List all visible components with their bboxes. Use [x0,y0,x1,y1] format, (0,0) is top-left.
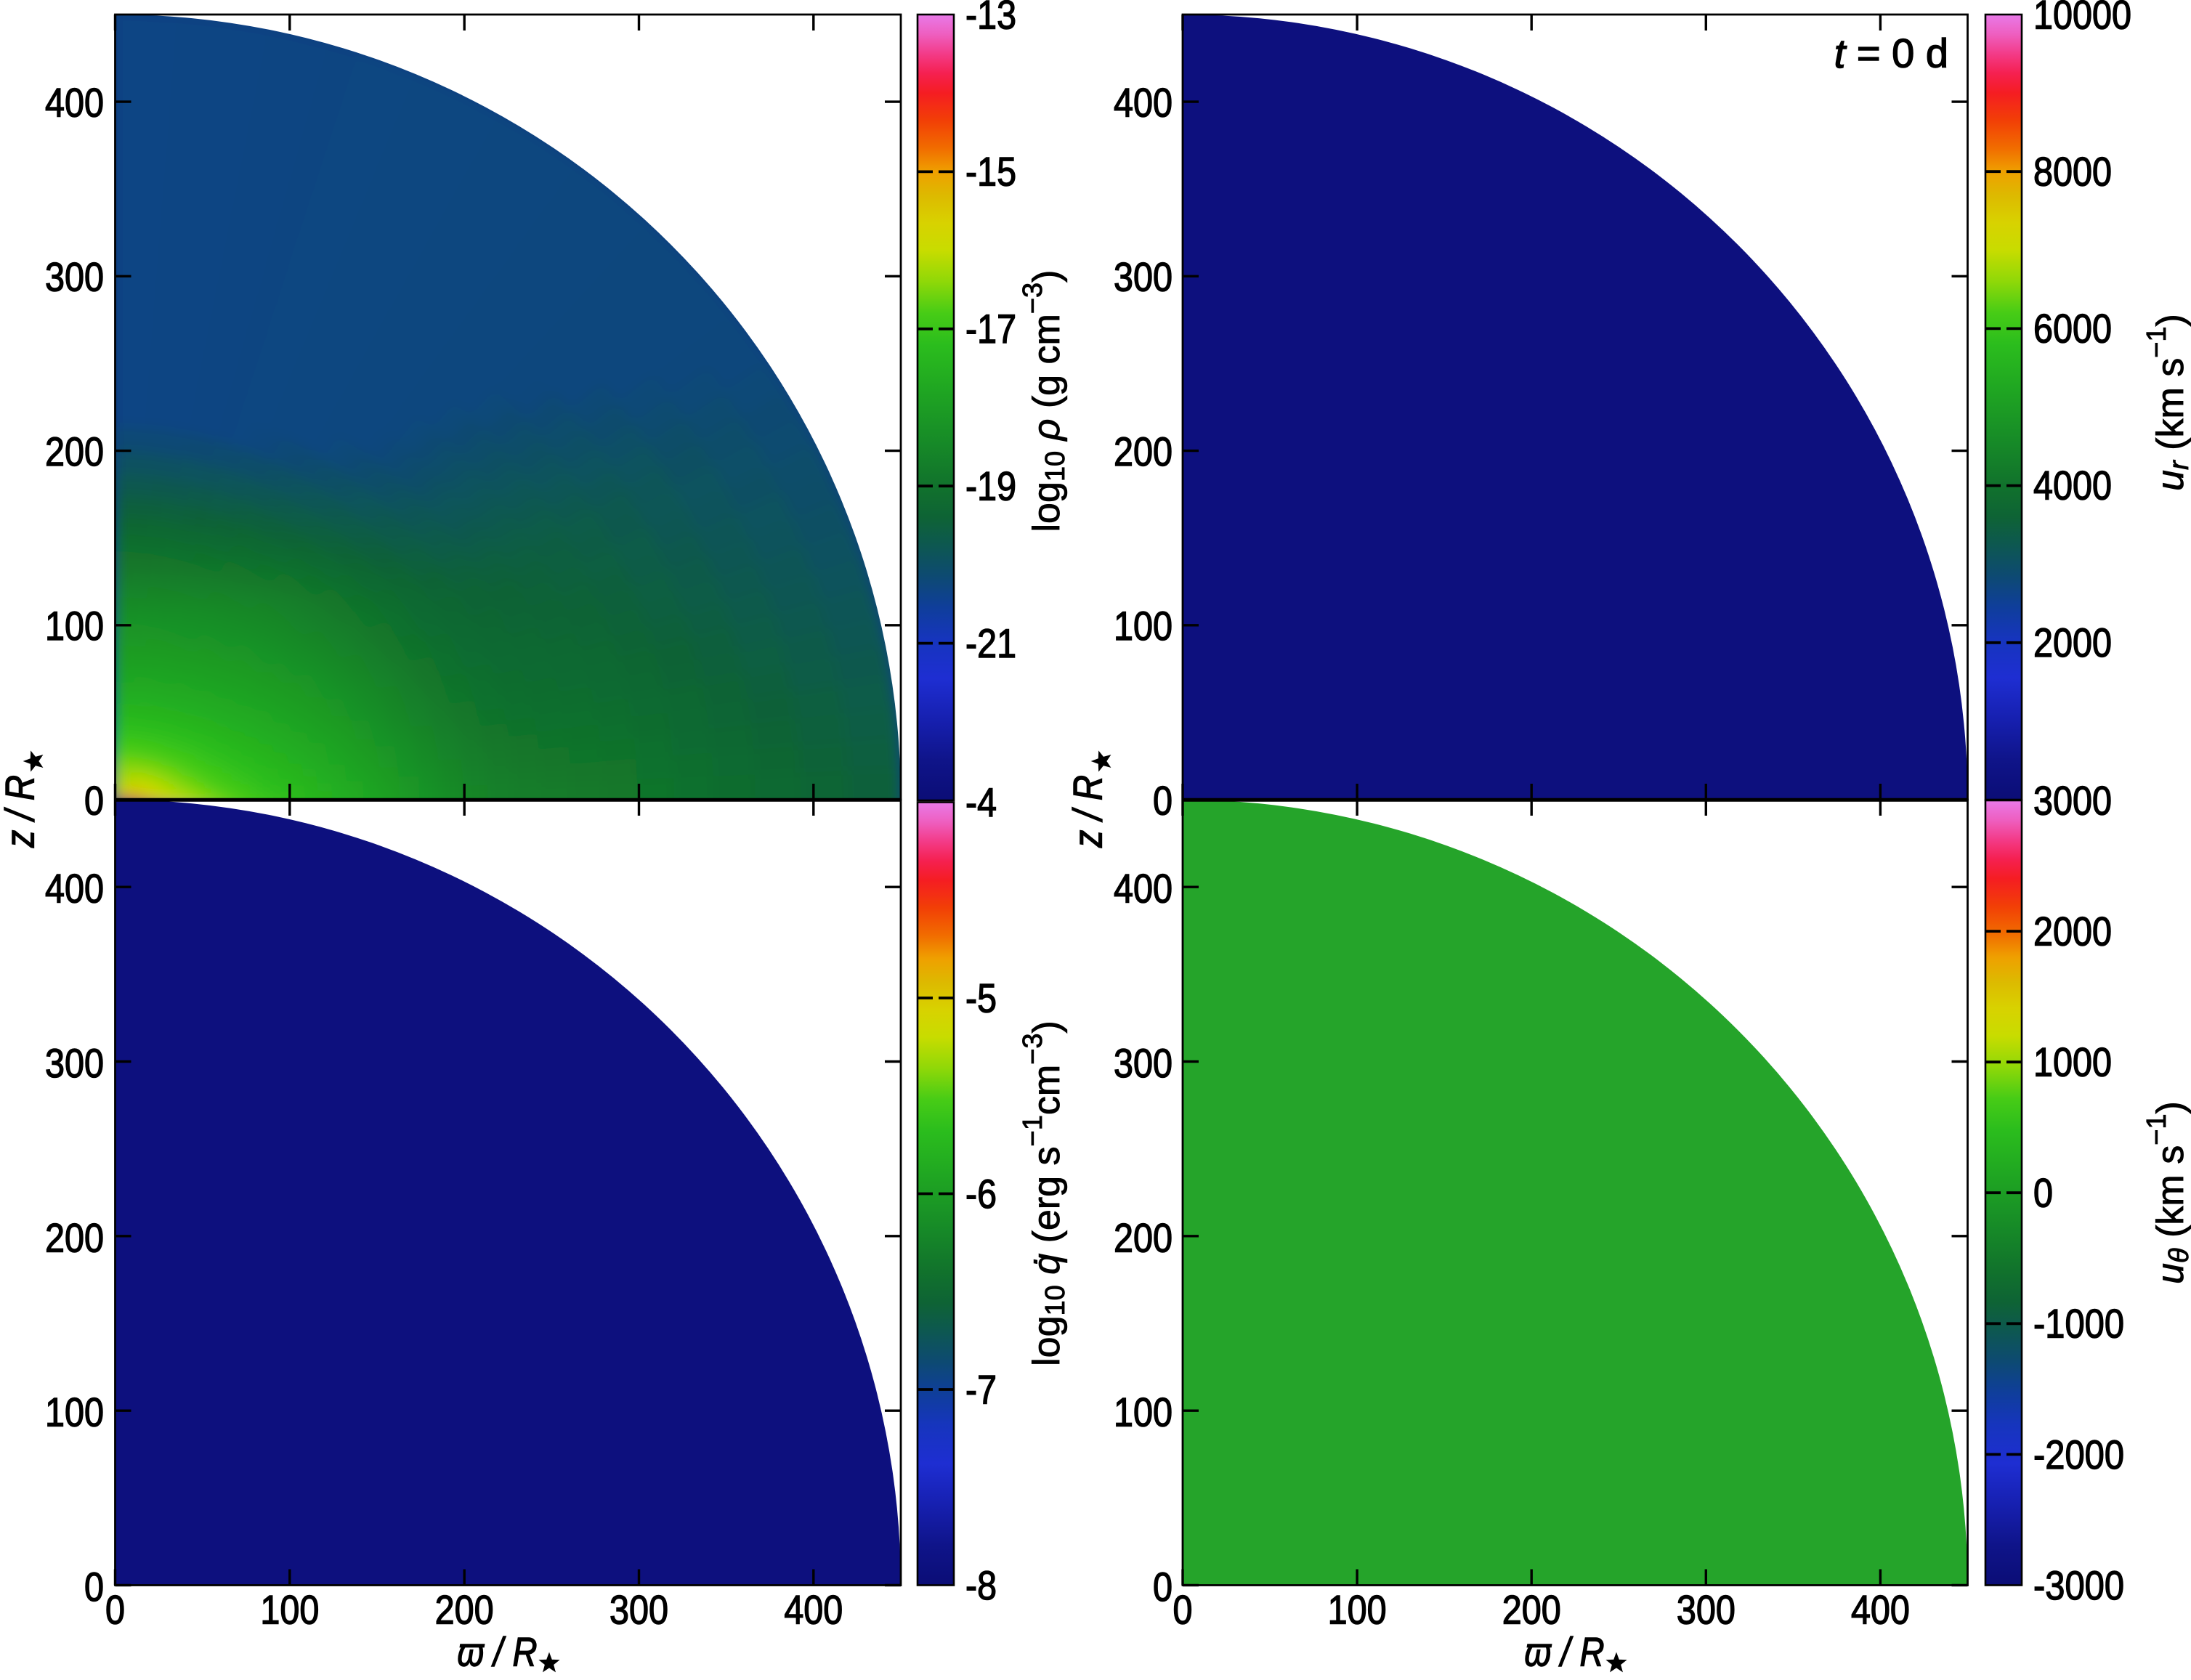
svg-text:400: 400 [1114,79,1173,125]
svg-text:400: 400 [1114,866,1173,912]
svg-text:300: 300 [609,1587,668,1633]
svg-text:-6: -6 [965,1171,997,1217]
svg-text:3000: 3000 [2033,778,2112,824]
svg-text:-5: -5 [965,975,997,1021]
svg-text:200: 200 [1502,1587,1561,1633]
svg-text:ur (km s−1): ur (km s−1) [2142,314,2191,491]
svg-text:200: 200 [1114,1214,1173,1260]
svg-text:100: 100 [1328,1587,1387,1633]
svg-text:100: 100 [45,603,104,649]
svg-text:0: 0 [1153,1564,1173,1610]
svg-text:-3000: -3000 [2033,1562,2124,1608]
svg-text:200: 200 [435,1587,494,1633]
svg-text:300: 300 [45,1040,104,1086]
svg-text:-2000: -2000 [2033,1432,2124,1477]
svg-text:300: 300 [1114,254,1173,300]
svg-text:t = 0 d: t = 0 d [1834,31,1948,76]
svg-text:400: 400 [784,1587,843,1633]
svg-text:200: 200 [45,429,104,474]
svg-text:2000: 2000 [2033,909,2112,954]
svg-text:200: 200 [1114,429,1173,474]
svg-text:0: 0 [84,1564,104,1610]
svg-text:-7: -7 [965,1367,997,1413]
svg-text:400: 400 [45,866,104,912]
svg-text:-19: -19 [965,463,1016,509]
svg-text:300: 300 [1677,1587,1736,1633]
svg-text:ϖ / R: ϖ / R [458,1629,538,1675]
svg-text:100: 100 [1114,1389,1173,1435]
svg-text:-17: -17 [965,306,1016,352]
svg-text:300: 300 [45,254,104,300]
svg-text:-8: -8 [965,1562,997,1608]
svg-text:10000: 10000 [2033,0,2131,38]
svg-text:0: 0 [1153,778,1173,824]
svg-text:0: 0 [1173,1587,1193,1633]
svg-text:0: 0 [2033,1170,2053,1216]
svg-text:ϖ / R: ϖ / R [1525,1629,1605,1675]
svg-text:300: 300 [1114,1040,1173,1086]
svg-text:200: 200 [45,1214,104,1260]
svg-text:6000: 6000 [2033,306,2112,352]
svg-text:-21: -21 [965,620,1016,666]
svg-text:400: 400 [45,79,104,125]
svg-text:100: 100 [45,1389,104,1435]
svg-text:0: 0 [105,1587,125,1633]
svg-text:z / R: z / R [1065,775,1111,848]
svg-text:4000: 4000 [2033,463,2112,508]
svg-text:-1000: -1000 [2033,1301,2124,1347]
svg-text:100: 100 [1114,603,1173,649]
svg-text:-4: -4 [965,779,997,825]
svg-text:uθ (km s−1): uθ (km s−1) [2142,1101,2191,1284]
svg-text:2000: 2000 [2033,620,2112,665]
svg-text:-15: -15 [965,149,1016,195]
svg-text:100: 100 [260,1587,319,1633]
svg-text:400: 400 [1851,1587,1910,1633]
svg-text:z / R: z / R [0,775,43,848]
svg-text:1000: 1000 [2033,1039,2112,1085]
svg-text:8000: 8000 [2033,149,2112,195]
svg-text:-13: -13 [965,0,1016,38]
svg-text:0: 0 [84,778,104,824]
